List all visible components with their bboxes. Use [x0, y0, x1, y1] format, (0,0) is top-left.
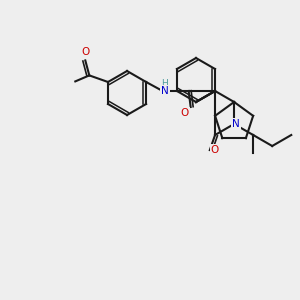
Text: O: O — [181, 108, 189, 118]
Text: O: O — [81, 47, 89, 57]
Text: H: H — [161, 80, 168, 88]
Text: N: N — [161, 86, 169, 96]
Text: N: N — [232, 119, 240, 129]
Text: O: O — [211, 145, 219, 155]
